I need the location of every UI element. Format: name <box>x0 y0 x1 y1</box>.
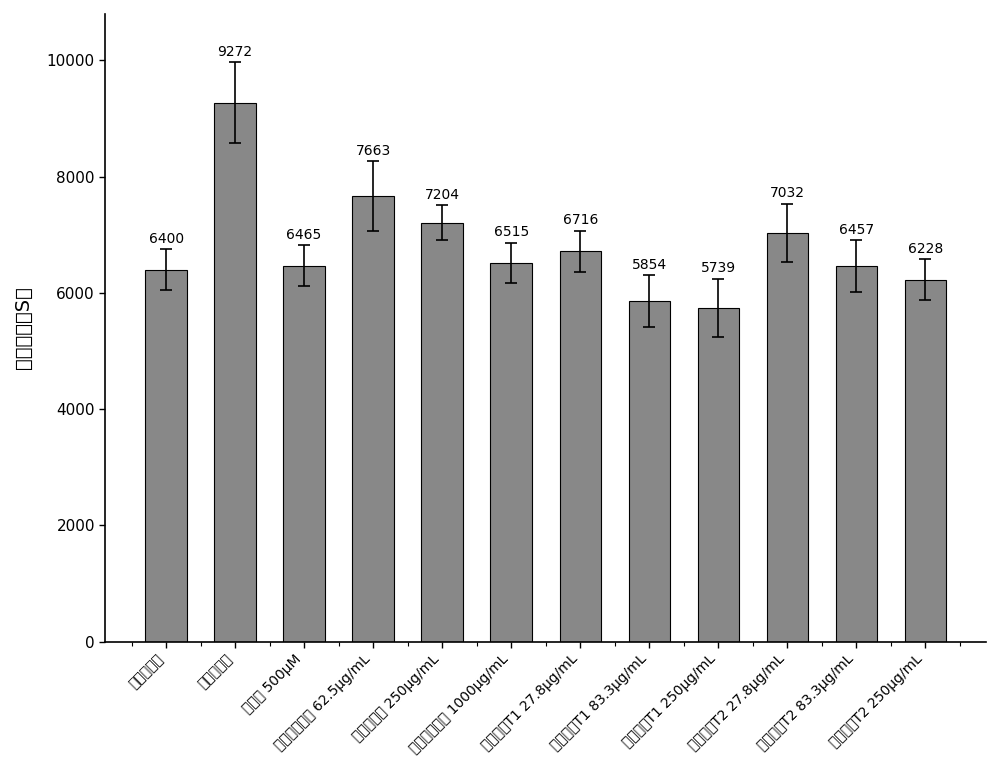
Bar <box>490 263 532 641</box>
Text: 6400: 6400 <box>149 232 184 246</box>
Bar <box>698 308 739 641</box>
Text: 5739: 5739 <box>701 262 736 276</box>
Text: 9272: 9272 <box>218 45 253 59</box>
Bar <box>145 270 187 641</box>
Bar <box>560 251 601 641</box>
Text: 6457: 6457 <box>839 223 874 236</box>
Text: 6515: 6515 <box>494 225 529 239</box>
Bar <box>836 266 877 641</box>
Text: 7032: 7032 <box>770 186 805 200</box>
Text: 5854: 5854 <box>632 258 667 272</box>
Text: 6228: 6228 <box>908 242 943 256</box>
Bar <box>629 301 670 641</box>
Y-axis label: 失眠时间（S）: 失眠时间（S） <box>14 286 33 369</box>
Bar <box>421 223 463 641</box>
Text: 6465: 6465 <box>286 228 322 242</box>
Bar <box>905 280 946 641</box>
Text: 7204: 7204 <box>425 188 460 202</box>
Bar <box>767 233 808 641</box>
Bar <box>352 196 394 641</box>
Text: 6716: 6716 <box>563 213 598 227</box>
Bar <box>283 266 325 641</box>
Bar <box>214 102 256 641</box>
Text: 7663: 7663 <box>356 144 391 158</box>
